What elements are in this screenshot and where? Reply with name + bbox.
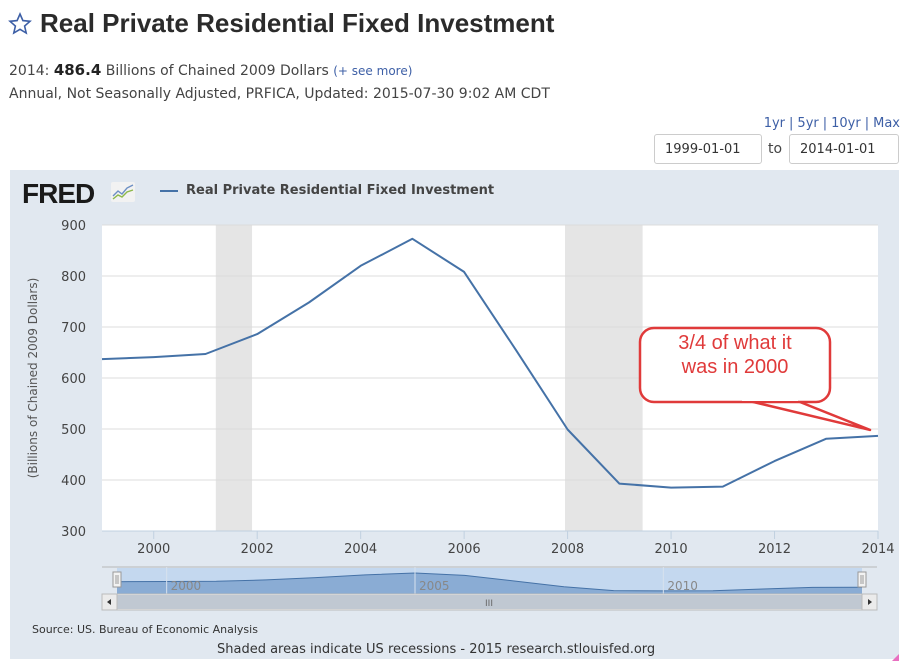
y-tick-label: 500	[61, 423, 86, 438]
latest-label: 2014:	[9, 63, 50, 79]
latest-observation: 2014: 486.4 Billions of Chained 2009 Dol…	[9, 61, 412, 79]
arrow-right-icon	[868, 599, 872, 605]
y-tick-label: 800	[61, 270, 86, 285]
annotation-line-1: 3/4 of what it	[678, 332, 792, 354]
x-tick-label: 2006	[448, 542, 481, 557]
range-5yr-link[interactable]: 5yr	[797, 116, 819, 131]
annotation-line-2: was in 2000	[681, 356, 789, 378]
x-tick-label: 2000	[137, 542, 170, 557]
fred-graph-icon	[111, 182, 135, 202]
handle-body	[112, 571, 122, 588]
to-label: to	[768, 141, 783, 157]
y-tick-label: 400	[61, 474, 86, 489]
star-outline-icon[interactable]	[8, 11, 32, 36]
legend[interactable]: Real Private Residential Fixed Investmen…	[160, 183, 494, 198]
series-title: Real Private Residential Fixed Investmen…	[40, 8, 555, 38]
x-tick-label: 2004	[344, 542, 377, 557]
navigator-tick-label: 2005	[419, 579, 450, 593]
navigator-tick-label: 2010	[667, 579, 698, 593]
scrollbar-grip: III	[485, 599, 493, 609]
scroll-right-button[interactable]	[861, 593, 878, 611]
navigator-right-handle[interactable]	[857, 571, 867, 588]
handle-body	[857, 571, 867, 588]
y-tick-label: 700	[61, 321, 86, 336]
range-10yr-link[interactable]: 10yr	[831, 116, 861, 131]
x-tick-label: 2010	[655, 542, 688, 557]
series-line	[101, 237, 879, 489]
scroll-left-button[interactable]	[101, 593, 118, 611]
callout-box	[638, 326, 832, 404]
range-1yr-link[interactable]: 1yr	[763, 116, 786, 131]
navigator-left-handle[interactable]	[112, 571, 122, 588]
range-links: 1yr | 5yr | 10yr | Max	[763, 116, 900, 131]
x-tick-label: 2014	[861, 542, 894, 557]
x-tick-label: 2002	[241, 542, 274, 557]
see-more-link[interactable]: (+ see more)	[333, 64, 413, 78]
start-date-input[interactable]	[654, 134, 762, 164]
resize-corner-icon[interactable]	[892, 654, 899, 661]
arrow-left-icon	[107, 599, 111, 605]
units: Billions of Chained 2009 Dollars	[105, 63, 329, 79]
end-date-input[interactable]	[789, 134, 899, 164]
scrollbar-thumb[interactable]	[117, 595, 862, 609]
page-title: Real Private Residential Fixed Investmen…	[8, 8, 554, 39]
navigator-tick-label: 2000	[171, 579, 202, 593]
y-tick-label: 900	[61, 219, 86, 234]
legend-swatch	[160, 189, 178, 192]
latest-value: 486.4	[53, 61, 102, 79]
range-max-link[interactable]: Max	[873, 116, 900, 131]
recession-note: Shaded areas indicate US recessions - 20…	[217, 642, 656, 657]
x-tick-label: 2012	[758, 542, 791, 557]
navigator-line	[116, 572, 863, 592]
y-tick-label: 300	[61, 525, 86, 540]
y-axis-label: (Billions of Chained 2009 Dollars)	[26, 278, 40, 479]
legend-label: Real Private Residential Fixed Investmen…	[186, 183, 495, 198]
source-note: Source: US. Bureau of Economic Analysis	[32, 623, 258, 636]
callout-joint	[742, 396, 798, 401]
fred-logo[interactable]: FRED	[22, 178, 95, 209]
y-tick-label: 600	[61, 372, 86, 387]
annotation-text: 3/4 of what it was in 2000	[638, 331, 832, 379]
x-tick-label: 2008	[551, 542, 584, 557]
series-details: Annual, Not Seasonally Adjusted, PRFICA,…	[9, 86, 550, 102]
